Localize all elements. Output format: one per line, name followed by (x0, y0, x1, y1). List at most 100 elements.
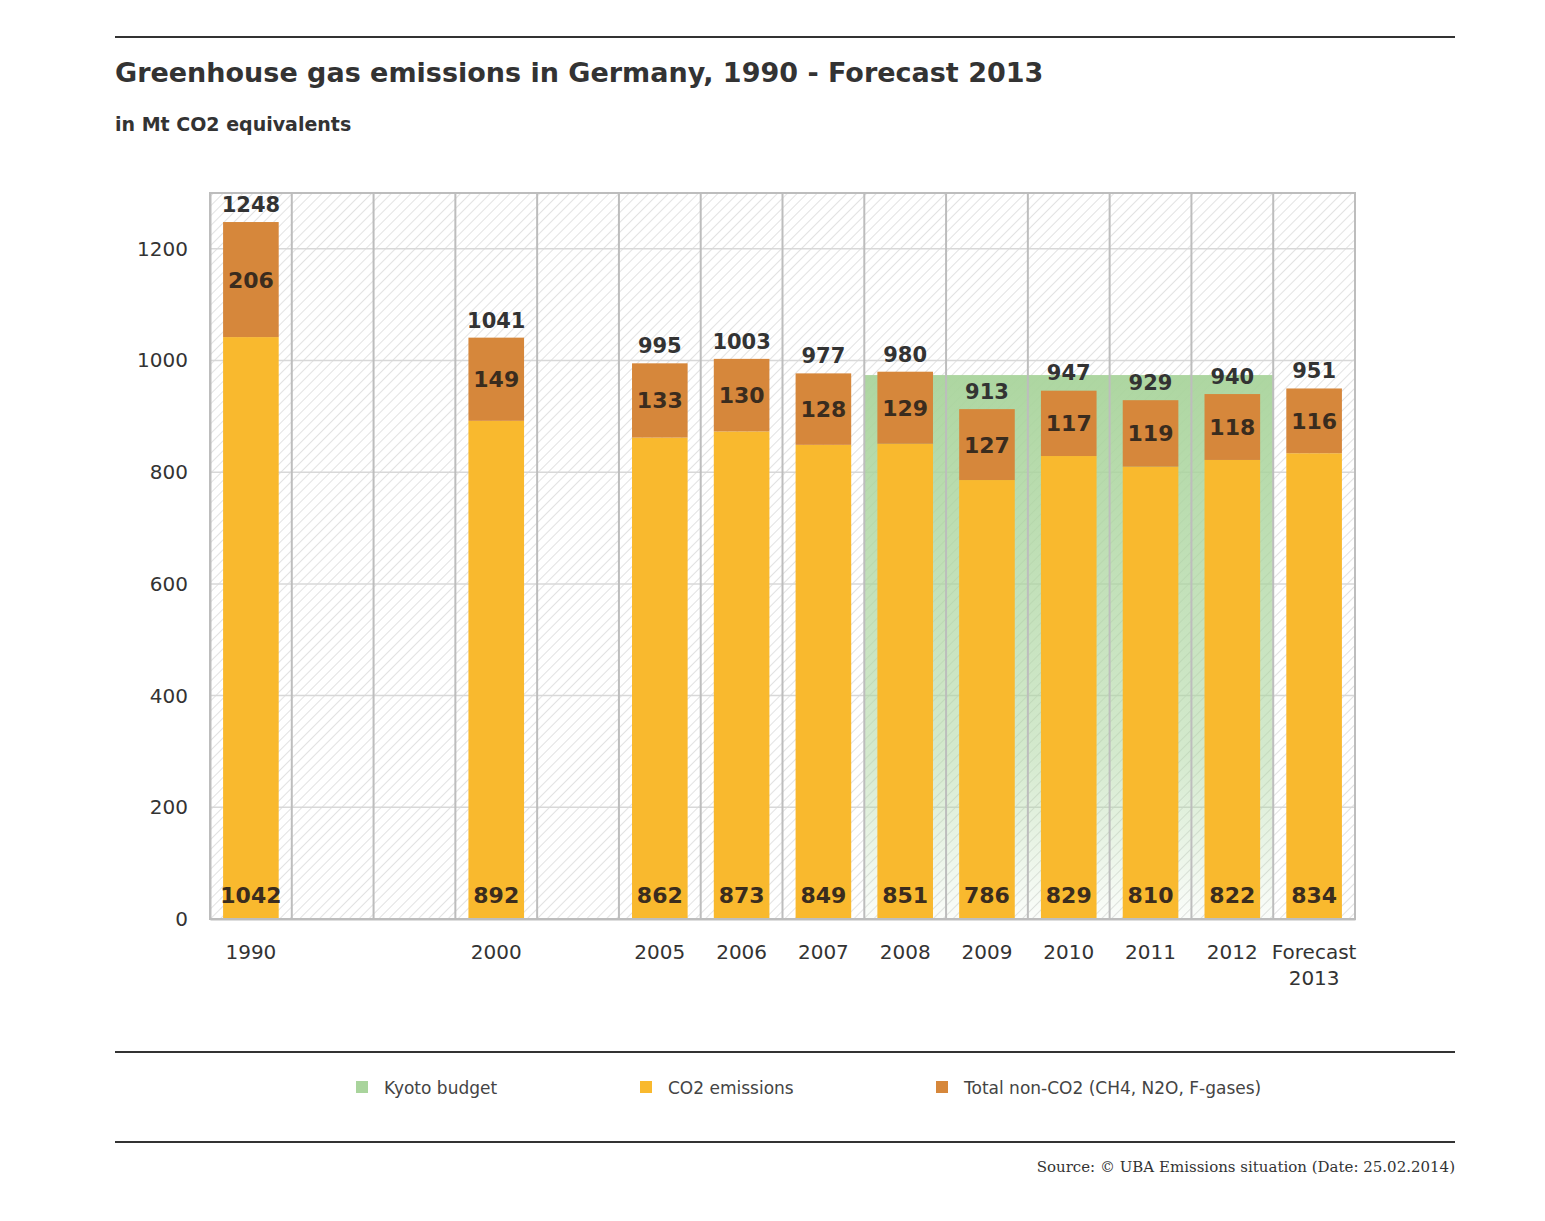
plot-frame (210, 193, 1355, 919)
data-label: 786 (964, 883, 1010, 908)
bar (877, 372, 933, 444)
data-label: 862 (637, 883, 683, 908)
bar (959, 480, 1015, 919)
x-axis: 1990200020052006200720082009201020112012… (211, 919, 1357, 990)
y-tick: 1200 (137, 237, 210, 261)
data-labels: 1042 892 862 873 849 851 786 829 810 822 834 206 149… (220, 193, 1337, 908)
column-separator (373, 193, 375, 919)
data-label: 849 (800, 883, 846, 908)
data-label: 810 (1128, 883, 1174, 908)
legend-top-rule (115, 1051, 1455, 1053)
y-tick: 400 (150, 684, 210, 708)
kyoto-budget-band (864, 375, 1273, 919)
data-label: 822 (1209, 883, 1255, 908)
y-tick-label: 0 (175, 907, 188, 931)
legend: Kyoto budget CO2 emissions Total non-CO2 (… (356, 1078, 1261, 1098)
column-separator (945, 193, 947, 919)
bar (1041, 391, 1097, 456)
column-separator (454, 193, 456, 919)
column-separator (618, 193, 620, 919)
y-tick-label: 600 (150, 572, 188, 596)
subtitle: in Mt CO2 equivalents (115, 113, 351, 135)
total-label: 940 (1210, 365, 1254, 389)
x-tick-label: 2011 (1125, 940, 1176, 964)
column-separator (1272, 193, 1274, 919)
bar (1286, 453, 1342, 919)
column-separator (863, 193, 865, 919)
x-tick: 2010 (1043, 919, 1094, 964)
bar (714, 359, 770, 432)
bar (632, 363, 688, 437)
column-separator (291, 193, 293, 919)
total-label: 977 (801, 344, 845, 368)
chart: Greenhouse gas emissions in Germany, 199… (0, 0, 1545, 1221)
bar (959, 409, 1015, 480)
data-label: 851 (882, 883, 928, 908)
x-tick: 2000 (471, 919, 522, 964)
x-tick: 2008 (880, 919, 931, 964)
source: Source: © UBA Emissions situation (Date:… (1037, 1158, 1455, 1176)
data-label: 119 (1128, 421, 1174, 446)
x-tick-label: 2000 (471, 940, 522, 964)
legend-label: Kyoto budget (384, 1078, 497, 1098)
legend-swatch (640, 1081, 652, 1093)
total-label: 951 (1292, 359, 1336, 383)
column-separator (1109, 193, 1111, 919)
x-tick-label: 2012 (1207, 940, 1258, 964)
data-label: 149 (473, 367, 519, 392)
x-tick-label: 2010 (1043, 940, 1094, 964)
x-tick: 2009 (962, 919, 1013, 964)
legend-swatch (356, 1081, 368, 1093)
data-label: 130 (719, 383, 765, 408)
data-label: 206 (228, 268, 274, 293)
x-tick-label: 2006 (716, 940, 767, 964)
data-label: 892 (473, 883, 519, 908)
legend-label: CO2 emissions (668, 1078, 794, 1098)
data-label: 118 (1209, 415, 1255, 440)
column-separators (292, 193, 1273, 919)
legend-entry: Kyoto budget (356, 1078, 497, 1098)
bar (1205, 394, 1261, 460)
data-label: 128 (800, 397, 846, 422)
y-tick: 600 (150, 572, 210, 596)
total-label: 1248 (222, 193, 280, 217)
column-separator (1027, 193, 1029, 919)
data-label: 133 (637, 388, 683, 413)
y-tick: 1000 (137, 348, 210, 372)
top-rule (115, 36, 1455, 38)
total-label: 1041 (467, 309, 525, 333)
data-label: 834 (1291, 883, 1337, 908)
y-tick-label: 400 (150, 684, 188, 708)
bar (1123, 400, 1179, 466)
data-label: 116 (1291, 409, 1337, 434)
y-tick: 0 (175, 907, 210, 931)
data-label: 829 (1046, 883, 1092, 908)
x-tick: Forecast2013 (1272, 919, 1357, 990)
legend-entry: Total non-CO2 (CH4, N2O, F-gases) (936, 1078, 1261, 1098)
plot-background (210, 193, 1355, 919)
total-label: 947 (1047, 361, 1091, 385)
x-tick-label: 2009 (962, 940, 1013, 964)
data-label: 129 (882, 396, 928, 421)
y-tick: 200 (150, 795, 210, 819)
total-label: 995 (638, 334, 682, 358)
x-tick: 2006 (716, 919, 767, 964)
bar (468, 338, 524, 421)
x-tick-label: 2008 (880, 940, 931, 964)
x-tick: 1990 (225, 919, 276, 964)
bar (796, 373, 852, 444)
legend-entry: CO2 emissions (640, 1078, 794, 1098)
x-axis-line (211, 919, 1356, 921)
y-tick-label: 1000 (137, 348, 188, 372)
x-tick: 2005 (634, 919, 685, 964)
bar (877, 444, 933, 919)
bar (714, 431, 770, 919)
data-label: 873 (719, 883, 765, 908)
x-tick-label: 2005 (634, 940, 685, 964)
y-tick-label: 800 (150, 460, 188, 484)
bar (1286, 388, 1342, 453)
data-label: 1042 (220, 883, 281, 908)
legend-swatch (936, 1081, 948, 1093)
y-axis: 0 200 400 600 800 1000 1200 (137, 194, 210, 931)
total-label: 1003 (712, 330, 770, 354)
